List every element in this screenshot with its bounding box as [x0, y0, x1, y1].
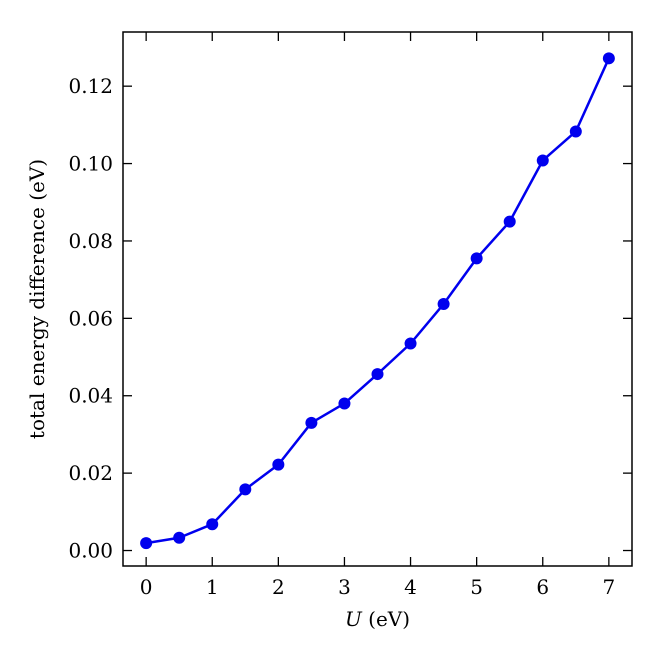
y-axis-label: total energy difference (eV) [25, 159, 49, 439]
y-tick-label: 0.06 [68, 306, 113, 330]
x-axis-label: U (eV) [345, 607, 410, 631]
data-point [239, 483, 252, 496]
data-point [338, 397, 351, 410]
x-tick-label: 3 [338, 575, 351, 599]
data-point [173, 531, 186, 544]
data-point [206, 518, 219, 531]
x-tick-label: 0 [140, 575, 153, 599]
data-point [272, 458, 285, 471]
data-point [569, 125, 582, 138]
y-tick-label: 0.02 [68, 461, 113, 485]
data-point [437, 298, 450, 311]
axis-ticks: 0 1 2 3 4 5 6 7 0.00 0.02 0.04 0.06 0.08 0.10 0.12 [68, 32, 632, 599]
data-point [140, 537, 153, 550]
data-point [404, 337, 417, 350]
data-point [503, 215, 516, 228]
data-point [470, 252, 483, 265]
data-point [371, 368, 384, 381]
x-axis-label-unit: (eV) [362, 607, 410, 631]
y-tick-label: 0.08 [68, 229, 113, 253]
axes-frame [122, 31, 633, 567]
data-point [305, 416, 318, 429]
series-layer [140, 52, 615, 550]
y-tick-label: 0.10 [68, 152, 113, 176]
data-point [536, 154, 549, 167]
y-tick-label: 0.04 [68, 384, 113, 408]
x-tick-label: 7 [602, 575, 615, 599]
x-tick-label: 6 [536, 575, 549, 599]
x-tick-label: 1 [206, 575, 219, 599]
x-tick-label: 2 [272, 575, 285, 599]
data-point [602, 52, 615, 65]
series-line [145, 57, 610, 545]
y-tick-label: 0.00 [68, 539, 113, 563]
x-tick-label: 5 [470, 575, 483, 599]
y-tick-label: 0.12 [68, 74, 113, 98]
x-axis-label-symbol: U [345, 607, 363, 631]
x-tick-label: 4 [404, 575, 417, 599]
